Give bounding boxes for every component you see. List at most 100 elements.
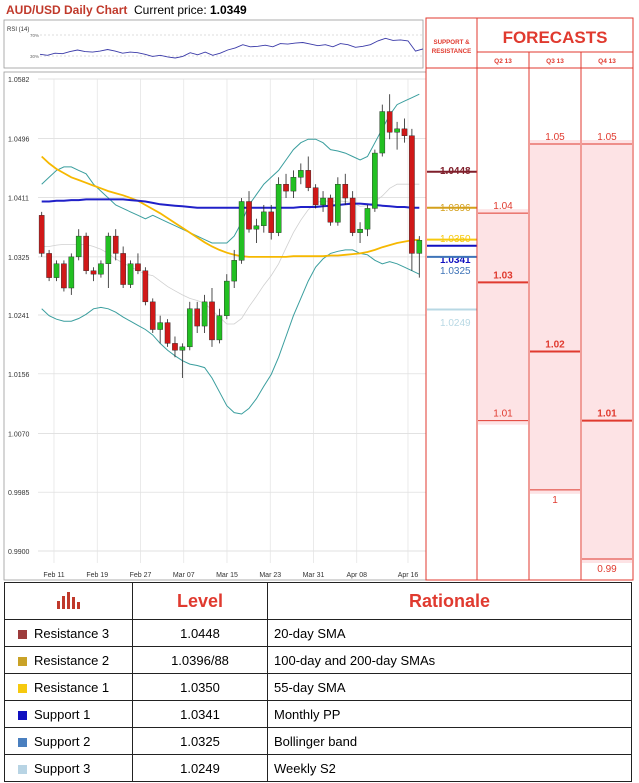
candle-body	[349, 197, 356, 233]
level-value: 1.0448	[132, 619, 268, 647]
bar-chart-icon	[56, 591, 80, 609]
table-header-row: Level Rationale	[4, 582, 632, 620]
level-name-cell: Resistance 3	[4, 619, 133, 647]
current-price-value: 1.0349	[210, 3, 247, 17]
x-tick-label: Feb 27	[130, 572, 152, 579]
candle-body	[157, 322, 163, 330]
table-row: Support 2 1.0325 Bollinger band	[4, 727, 632, 755]
forecasts-panel: FORECASTS Q2 13 1.04 1.03 1.01 Q3 13 1.05 1.02…	[476, 17, 634, 581]
forecast-columns: Q2 13 1.04 1.03 1.01 Q3 13 1.05 1.02 1 Q4 13 1.05…	[478, 58, 632, 575]
rsi-level-70: 70%	[30, 33, 39, 38]
y-tick-label: 1.0241	[8, 313, 30, 320]
level-name-cell: Support 2	[4, 727, 133, 755]
level-name-cell: Support 1	[4, 700, 133, 728]
candle-body	[268, 211, 275, 233]
candle-body	[127, 263, 134, 285]
sr-level-label: 1.0448	[440, 166, 471, 177]
level-color-swatch	[18, 764, 27, 774]
candlesticks	[38, 94, 423, 378]
level-color-swatch	[18, 683, 27, 693]
candle-body	[401, 128, 408, 136]
level-color-swatch	[18, 710, 27, 720]
table-row: Resistance 2 1.0396/88 100-day and 200-day…	[4, 646, 632, 674]
level-name: Resistance 2	[34, 652, 110, 668]
price-grid	[38, 78, 427, 563]
table-header-icon-cell	[4, 582, 133, 620]
candle-body	[335, 183, 341, 223]
forecast-range-band	[582, 140, 632, 563]
rsi-label: RSI (14)	[7, 27, 29, 33]
level-value: 1.0325	[132, 727, 268, 755]
candle-body	[386, 111, 393, 133]
levels-table: Level Rationale Resistance 3 1.0448 20-day…	[4, 582, 632, 782]
candle-body	[90, 270, 97, 275]
forecast-quarter-label: Q2 13	[494, 58, 512, 65]
candle-body	[320, 197, 326, 206]
candle-body	[342, 183, 349, 199]
level-name-cell: Support 3	[4, 754, 133, 782]
table-header-level: Level	[132, 582, 268, 620]
sr-level-label: 1.0249	[440, 318, 471, 329]
forecast-value-label: 1.04	[493, 201, 513, 212]
candle-body	[105, 235, 112, 264]
candle-body	[261, 211, 267, 226]
table-row: Support 1 1.0341 Monthly PP	[4, 700, 632, 728]
level-value: 1.0350	[132, 673, 268, 701]
candle-body	[372, 152, 378, 209]
series-line	[41, 249, 420, 415]
chart-title: AUD/USD Daily Chart	[6, 3, 128, 17]
candle-body	[186, 308, 193, 348]
rsi-level-30: 30%	[30, 54, 39, 59]
level-color-swatch	[18, 737, 27, 747]
sr-level-label: 1.0350	[440, 234, 471, 245]
candle-body	[83, 235, 89, 271]
sr-level-label: 1.0396	[440, 203, 471, 214]
forecast-quarter-label: Q4 13	[598, 58, 616, 65]
candle-body	[209, 301, 215, 341]
candle-body	[253, 225, 260, 230]
level-rationale: 20-day SMA	[267, 619, 632, 647]
x-tick-label: Mar 31	[303, 572, 325, 579]
candle-body	[98, 263, 104, 275]
candle-body	[216, 315, 223, 341]
level-color-swatch	[18, 629, 27, 639]
candle-body	[112, 235, 119, 254]
sr-header-line1: SUPPORT &	[433, 39, 470, 46]
candle-body	[305, 170, 312, 188]
candle-body	[312, 187, 319, 206]
candle-body	[298, 170, 304, 178]
candle-body	[149, 301, 156, 330]
candle-body	[172, 343, 178, 351]
sr-level-label: 1.0341	[440, 255, 471, 266]
forecast-value-label: 1	[552, 495, 558, 506]
rsi-line	[39, 37, 424, 59]
y-tick-label: 1.0325	[8, 255, 30, 262]
forecast-value-label: 0.99	[597, 564, 617, 575]
support-resistance-panel: SUPPORT & RESISTANCE 1.04481.03961.03501…	[425, 17, 478, 581]
y-tick-label: 0.9985	[8, 490, 30, 497]
x-tick-label: Mar 15	[216, 572, 238, 579]
x-tick-label: Feb 11	[43, 572, 64, 579]
candle-body	[275, 183, 282, 233]
level-name: Resistance 3	[34, 625, 110, 641]
candle-body	[179, 346, 186, 351]
level-name: Resistance 1	[34, 679, 110, 695]
price-panel: 1.0582 1.0496 1.0411 1.0325 1.0241 1.0156 1.00…	[3, 71, 428, 581]
level-rationale: Monthly PP	[267, 700, 632, 728]
candle-body	[327, 197, 334, 223]
level-name-cell: Resistance 2	[4, 646, 133, 674]
candle-body	[46, 253, 52, 278]
y-tick-label: 1.0582	[8, 77, 30, 84]
candle-body	[135, 263, 141, 271]
level-rationale: 100-day and 200-day SMAs	[267, 646, 632, 674]
table-row: Resistance 3 1.0448 20-day SMA	[4, 619, 632, 647]
sr-level-label: 1.0325	[440, 266, 471, 277]
candle-body	[238, 201, 245, 261]
x-tick-label: Apr 16	[398, 572, 419, 579]
candle-body	[416, 240, 423, 254]
indicator-lines	[41, 93, 420, 415]
level-value: 1.0341	[132, 700, 268, 728]
level-rationale: Bollinger band	[267, 727, 632, 755]
x-tick-label: Apr 08	[346, 572, 367, 579]
candle-body	[394, 128, 400, 133]
